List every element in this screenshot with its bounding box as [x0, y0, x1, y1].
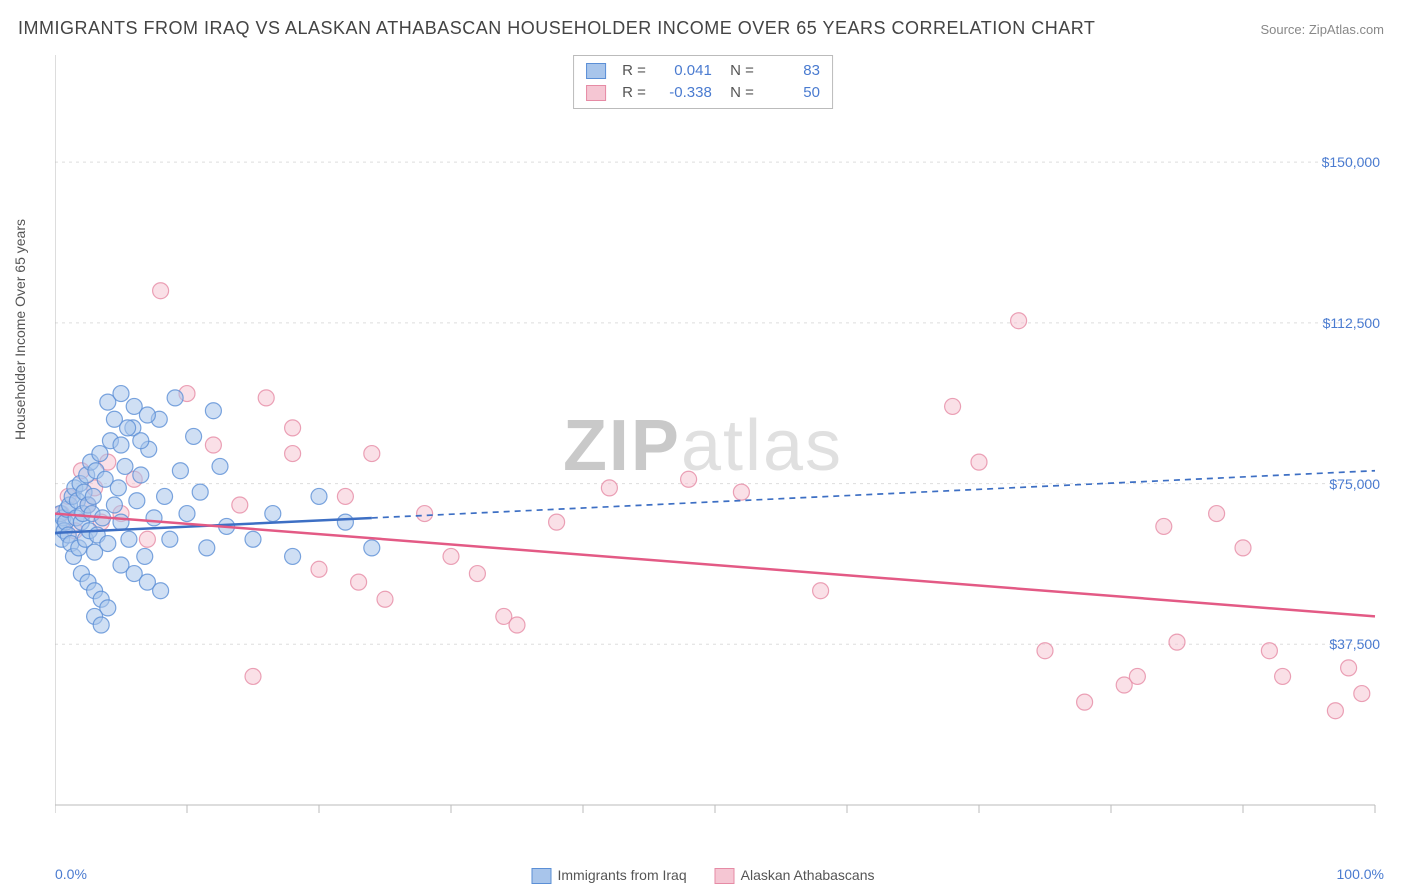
legend-swatch-pink: [586, 85, 606, 101]
scatter-plot: [55, 55, 1385, 830]
y-axis-label: Householder Income Over 65 years: [12, 219, 28, 440]
x-axis-min-label: 0.0%: [55, 866, 87, 882]
r-value-blue: 0.041: [656, 60, 712, 82]
stats-legend: R =0.041 N =83 R =-0.338 N =50: [573, 55, 833, 109]
n-value-pink: 50: [764, 82, 820, 104]
source-attribution: Source: ZipAtlas.com: [1260, 22, 1384, 37]
r-value-pink: -0.338: [656, 82, 712, 104]
n-value-blue: 83: [764, 60, 820, 82]
chart-title: IMMIGRANTS FROM IRAQ VS ALASKAN ATHABASC…: [18, 18, 1095, 39]
x-axis-max-label: 100.0%: [1337, 866, 1384, 882]
y-tick-label: $112,500: [1323, 315, 1380, 331]
legend-swatch-blue: [586, 63, 606, 79]
legend-item: Alaskan Athabascans: [715, 867, 875, 884]
legend-swatch: [531, 868, 551, 884]
y-tick-label: $150,000: [1322, 154, 1380, 170]
legend-swatch: [715, 868, 735, 884]
legend-item: Immigrants from Iraq: [531, 867, 686, 884]
bottom-legend: Immigrants from Iraq Alaskan Athabascans: [531, 867, 874, 884]
y-tick-label: $75,000: [1329, 476, 1380, 492]
y-tick-label: $37,500: [1329, 636, 1380, 652]
